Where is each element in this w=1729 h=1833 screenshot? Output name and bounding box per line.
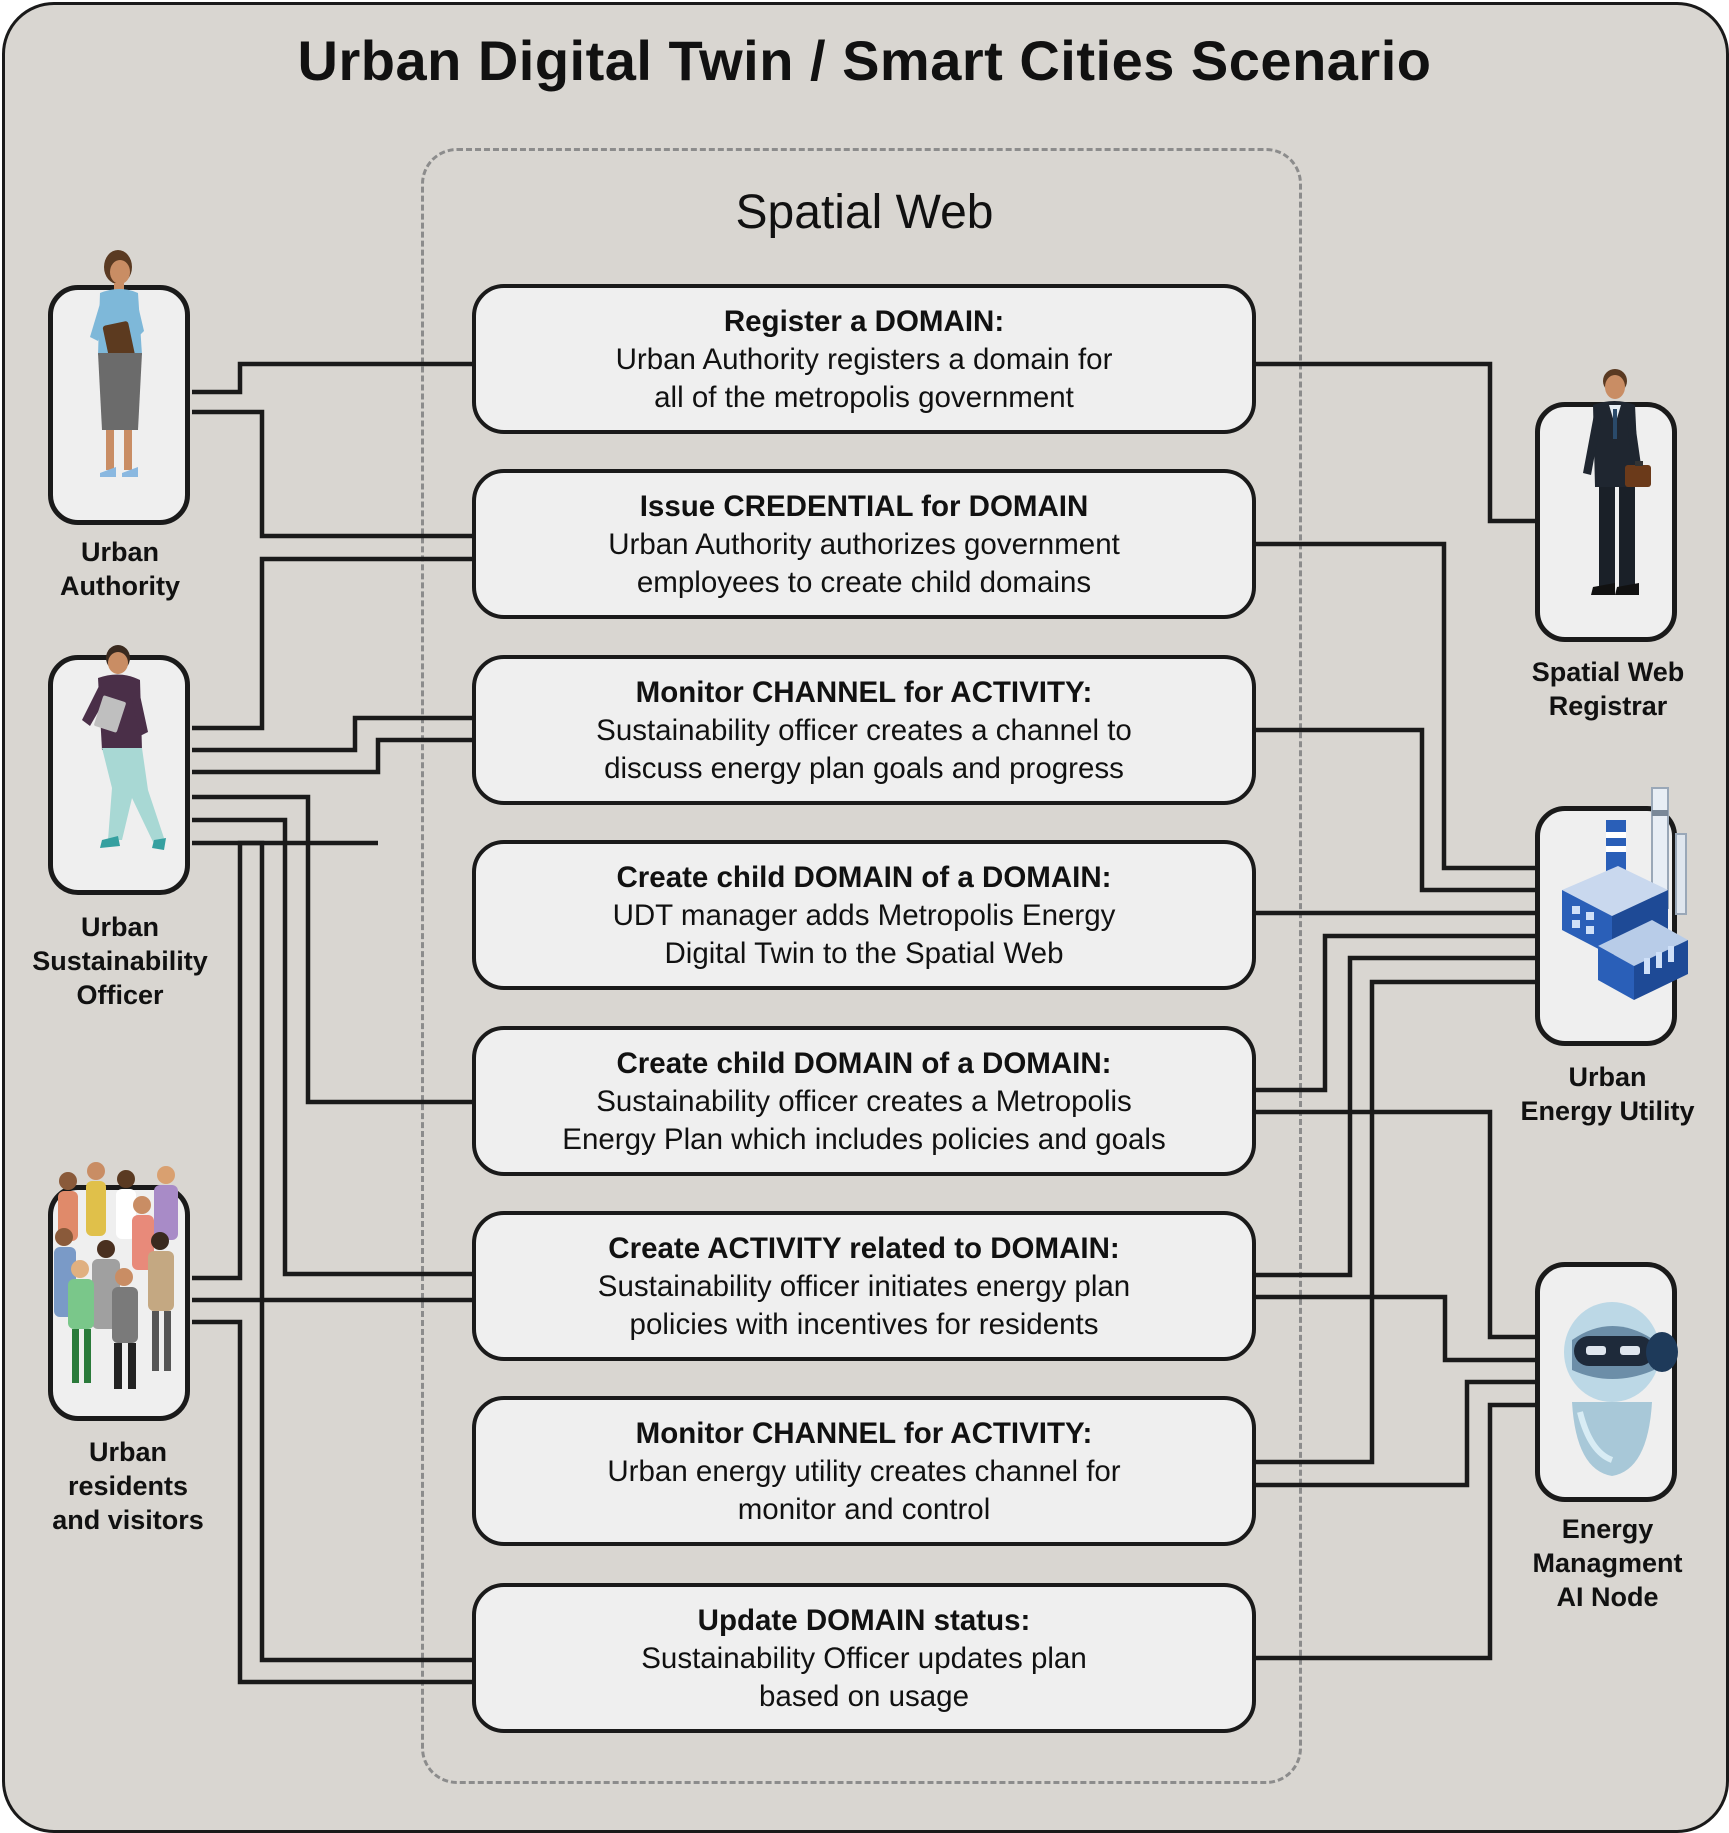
step-text: Sustainability Officer updates plan xyxy=(641,1642,1087,1675)
step-create-activity: Create ACTIVITY related to DOMAIN: Susta… xyxy=(472,1211,1256,1361)
step-monitor-channel-utility: Monitor CHANNEL for ACTIVITY: Urban ener… xyxy=(472,1396,1256,1546)
step-heading: Monitor CHANNEL for ACTIVITY: xyxy=(635,676,1093,709)
step-text: UDT manager adds Metropolis Energy xyxy=(612,899,1116,932)
step-heading: Register a DOMAIN: xyxy=(723,305,1005,338)
step-text: Urban energy utility creates channel for xyxy=(607,1455,1121,1488)
step-heading: Issue CREDENTIAL for DOMAIN xyxy=(639,490,1089,523)
step-heading: Update DOMAIN status: xyxy=(697,1604,1031,1637)
step-heading: Create child DOMAIN of a DOMAIN: xyxy=(616,1047,1112,1080)
connector-authority-step2 xyxy=(192,409,472,539)
power-plant-icon xyxy=(1562,787,1688,1000)
spatial-web-label: Spatial Web xyxy=(735,186,994,239)
step-text: monitor and control xyxy=(737,1493,991,1526)
actor-label-ai-node: Energy Managment AI Node xyxy=(1532,1514,1683,1612)
step-text: employees to create child domains xyxy=(636,566,1092,599)
connector-officer-step3a xyxy=(192,715,472,753)
businessman-icon xyxy=(1583,369,1651,595)
step-text: based on usage xyxy=(759,1680,969,1713)
connector-step3-utility xyxy=(1256,727,1537,893)
connector-officer-step2 xyxy=(192,556,472,731)
connector-officer-step8 xyxy=(192,840,472,1663)
actor-label-registrar: Spatial Web Registrar xyxy=(1531,657,1685,721)
step-text: Sustainability officer creates a Metropo… xyxy=(596,1085,1132,1118)
step-text: all of the metropolis government xyxy=(654,381,1074,414)
actor-label-sustainability-officer: Urban Sustainability Officer xyxy=(32,912,208,1010)
connector-residents-step8 xyxy=(192,1319,472,1685)
connector-authority-step1 xyxy=(192,361,472,395)
connector-step7-ainode xyxy=(1256,1379,1537,1488)
businesswoman-icon xyxy=(90,250,144,477)
step-issue-credential: Issue CREDENTIAL for DOMAIN Urban Author… xyxy=(472,469,1256,619)
step-text: Urban Authority authorizes government xyxy=(608,528,1120,561)
step-register-domain: Register a DOMAIN: Urban Authority regis… xyxy=(472,284,1256,434)
connector-step6-ainode xyxy=(1256,1294,1537,1363)
step-text: Digital Twin to the Spatial Web xyxy=(664,937,1064,970)
step-text: Sustainability officer creates a channel… xyxy=(596,714,1132,747)
step-heading: Create child DOMAIN of a DOMAIN: xyxy=(616,861,1112,894)
step-text: policies with incentives for residents xyxy=(629,1308,1099,1341)
connector-step6-utility xyxy=(1256,955,1537,1278)
step-heading: Create ACTIVITY related to DOMAIN: xyxy=(608,1232,1120,1265)
connector-officer-step5 xyxy=(192,794,472,1105)
actor-label-urban-authority: Urban Authority xyxy=(60,537,180,601)
connector-step7-utility xyxy=(1256,979,1537,1465)
diagram-title: Urban Digital Twin / Smart Cities Scenar… xyxy=(297,29,1432,92)
step-update-domain-status: Update DOMAIN status: Sustainability Off… xyxy=(472,1583,1256,1733)
step-text: discuss energy plan goals and progress xyxy=(604,752,1124,785)
walking-officer-icon xyxy=(82,645,166,850)
robot-icon xyxy=(1564,1302,1678,1476)
actor-label-residents: Urban residents and visitors xyxy=(52,1437,204,1535)
connector-residents-step3 xyxy=(192,840,378,1281)
step-text: Sustainability officer initiates energy … xyxy=(597,1270,1131,1303)
step-create-child-domain-udt: Create child DOMAIN of a DOMAIN: UDT man… xyxy=(472,840,1256,990)
step-text: Urban Authority registers a domain for xyxy=(615,343,1113,376)
connector-officer-step3b xyxy=(192,737,472,775)
spatial-web-region xyxy=(421,148,1302,1784)
step-heading: Monitor CHANNEL for ACTIVITY: xyxy=(635,1417,1093,1450)
connector-step1-registrar xyxy=(1256,361,1537,524)
connector-officer-step6 xyxy=(192,817,472,1277)
connector-step8-ainode xyxy=(1256,1402,1537,1661)
actor-label-energy-utility: Urban Energy Utility xyxy=(1520,1062,1695,1126)
connector-step2-utility xyxy=(1256,541,1537,871)
step-create-child-domain-plan: Create child DOMAIN of a DOMAIN: Sustain… xyxy=(472,1026,1256,1176)
step-text: Energy Plan which includes policies and … xyxy=(562,1123,1166,1156)
crowd-icon xyxy=(54,1162,178,1389)
step-monitor-channel-officer: Monitor CHANNEL for ACTIVITY: Sustainabi… xyxy=(472,655,1256,805)
connector-step5-utility xyxy=(1256,933,1537,1093)
connector-step5-ainode xyxy=(1256,1109,1537,1340)
